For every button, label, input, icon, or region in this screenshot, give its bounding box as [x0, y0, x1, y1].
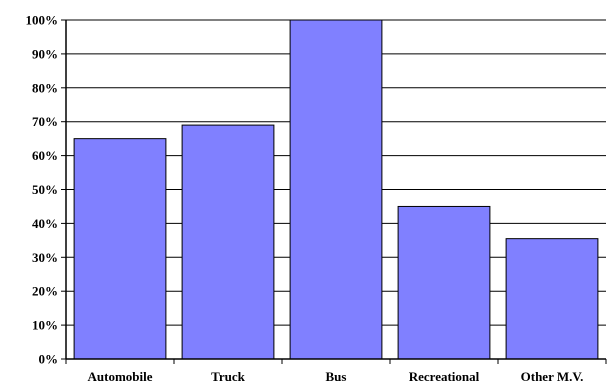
- bar-bus: [289, 19, 383, 360]
- y-tick-label: 100%: [26, 13, 59, 28]
- y-tick-labels: 0% 10% 20% 30% 40% 50% 60% 70% 80% 90% 100%: [26, 13, 59, 367]
- y-tick-label: 10%: [32, 318, 58, 333]
- bar-automobile: [73, 138, 167, 360]
- bar-recreational: [397, 205, 491, 360]
- bar-truck: [181, 124, 275, 360]
- x-category-label: Truck: [211, 369, 245, 384]
- y-tick-label: 20%: [32, 284, 58, 299]
- bar-other-m-v: [505, 238, 599, 360]
- y-tick-label: 80%: [32, 80, 58, 95]
- axes: [61, 19, 607, 364]
- x-category-label: Recreational: [409, 369, 480, 384]
- y-tick-label: 40%: [32, 216, 58, 231]
- y-tick-label: 50%: [32, 182, 58, 197]
- x-category-label: Automobile: [88, 369, 153, 384]
- y-tick-label: 0%: [39, 352, 59, 367]
- x-category-labels: Automobile Truck Bus Recreational Other M.V.: [88, 369, 584, 384]
- y-tick-label: 70%: [32, 114, 58, 129]
- y-tick-label: 60%: [32, 148, 58, 163]
- y-tick-label: 90%: [32, 46, 58, 61]
- y-tick-label: 30%: [32, 250, 58, 265]
- x-category-label: Other M.V.: [521, 369, 584, 384]
- x-category-label: Bus: [326, 369, 347, 384]
